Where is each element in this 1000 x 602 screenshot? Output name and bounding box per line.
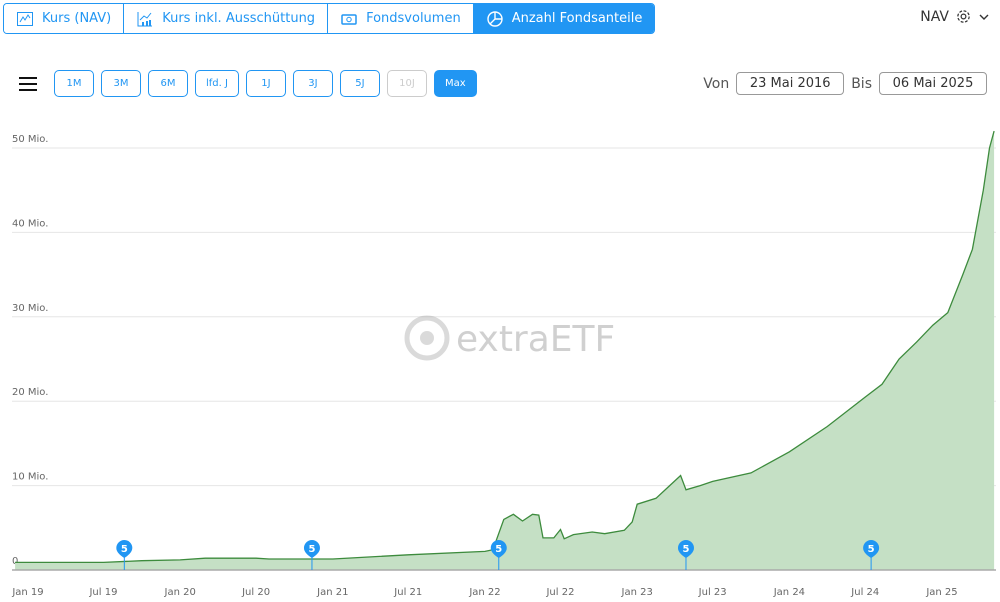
y-tick-label: 20 Mio.: [12, 387, 48, 398]
y-tick-label: 40 Mio.: [12, 218, 48, 229]
watermark-logo: [404, 315, 450, 361]
range-1j[interactable]: 1J: [245, 70, 286, 97]
watermark-text: extraETF: [456, 319, 615, 360]
distribution-marker[interactable]: [863, 540, 880, 558]
x-tick-label: Jul 20: [241, 587, 270, 598]
distribution-marker[interactable]: [116, 539, 133, 558]
range-10j: 10J: [386, 70, 427, 97]
range-ytd[interactable]: lfd. J: [195, 70, 239, 97]
distribution-marker[interactable]: [490, 540, 507, 558]
bar-line-chart-icon: [137, 11, 153, 26]
distribution-marker-label: 5: [868, 544, 875, 555]
x-tick-label: Jul 22: [545, 587, 574, 598]
x-tick-label: Jan 22: [468, 587, 500, 598]
tab-kurs-ausschuettung[interactable]: Kurs inkl. Ausschüttung: [124, 4, 329, 33]
x-tick-label: Jul 19: [88, 587, 117, 598]
series-area: [15, 131, 995, 570]
line-chart-icon: [17, 11, 33, 26]
tab-kurs-nav[interactable]: Kurs (NAV): [4, 4, 125, 33]
x-tick-label: Jul 24: [850, 587, 879, 598]
chart-type-tabs: Kurs (NAV) Kurs inkl. Ausschüttung Fonds…: [3, 3, 656, 34]
distribution-marker[interactable]: [677, 540, 694, 558]
range-3m[interactable]: 3M: [101, 70, 141, 97]
range-max[interactable]: Max: [433, 70, 477, 97]
distribution-marker-label: 5: [495, 544, 502, 555]
from-label: Von: [703, 75, 730, 92]
hamburger-menu-icon[interactable]: [19, 73, 37, 95]
tab-label: Fondsvolumen: [366, 11, 461, 26]
range-6m[interactable]: 6M: [148, 70, 188, 97]
price-type-select[interactable]: NAV: [920, 8, 990, 25]
distribution-marker-label: 5: [308, 544, 315, 555]
date-range: Von 23 Mai 2016 Bis 06 Mai 2025: [703, 72, 987, 95]
chevron-down-icon[interactable]: [978, 11, 990, 23]
x-tick-label: Jul 23: [698, 587, 727, 598]
money-icon: [341, 13, 357, 25]
distribution-marker-label: 5: [121, 544, 128, 555]
from-date-input[interactable]: 23 Mai 2016: [736, 72, 845, 95]
series-line: [15, 130, 995, 564]
tab-label: Kurs inkl. Ausschüttung: [162, 11, 316, 26]
y-tick-label: 50 Mio.: [12, 134, 48, 145]
x-tick-label: Jan 20: [164, 587, 196, 598]
y-tick-label: 30 Mio.: [12, 303, 48, 314]
range-3j[interactable]: 3J: [292, 70, 333, 97]
tab-anzahl-fondsanteile[interactable]: Anzahl Fondsanteile: [473, 4, 655, 33]
pie-chart-icon: [487, 10, 503, 27]
x-tick-label: Jan 25: [925, 587, 957, 598]
to-label: Bis: [851, 75, 872, 92]
x-tick-label: Jan 21: [316, 587, 348, 598]
y-tick-label: 10 Mio.: [12, 472, 48, 483]
x-tick-label: Jan 23: [621, 587, 653, 598]
y-tick-label: 0: [12, 556, 18, 567]
x-tick-label: Jan 24: [773, 587, 805, 598]
tab-fondsvolumen[interactable]: Fondsvolumen: [328, 4, 474, 33]
range-buttons: 1M 3M 6M lfd. J 1J 3J 5J 10J Max: [54, 70, 477, 97]
to-date-input[interactable]: 06 Mai 2025: [879, 72, 987, 95]
x-tick-label: Jul 21: [393, 587, 422, 598]
x-tick-label: Jan 19: [11, 587, 43, 598]
tab-label: Kurs (NAV): [42, 11, 112, 26]
distribution-marker-label: 5: [682, 544, 689, 555]
gear-icon[interactable]: [955, 8, 972, 25]
price-type-label: NAV: [920, 8, 949, 25]
range-1m[interactable]: 1M: [54, 70, 94, 97]
range-5j[interactable]: 5J: [339, 70, 380, 97]
tab-label: Anzahl Fondsanteile: [511, 11, 643, 26]
distribution-marker[interactable]: [303, 540, 320, 558]
